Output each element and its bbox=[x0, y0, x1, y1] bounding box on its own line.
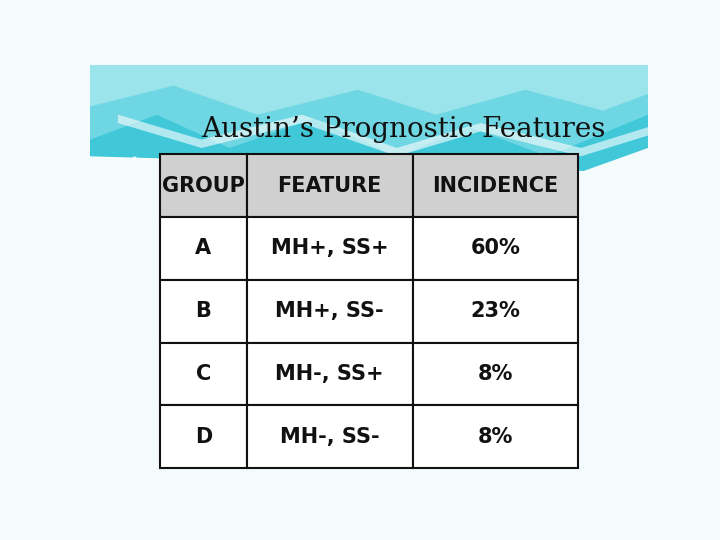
Text: MH+, SS-: MH+, SS- bbox=[276, 301, 384, 321]
Text: D: D bbox=[194, 427, 212, 447]
Text: 23%: 23% bbox=[470, 301, 521, 321]
Bar bbox=[247, 342, 413, 406]
Bar bbox=[413, 217, 578, 280]
Bar bbox=[160, 154, 247, 217]
Text: 8%: 8% bbox=[478, 364, 513, 384]
Bar bbox=[247, 154, 413, 217]
Text: MH-, SS-: MH-, SS- bbox=[280, 427, 379, 447]
Bar bbox=[413, 154, 578, 217]
Polygon shape bbox=[90, 156, 648, 481]
Polygon shape bbox=[90, 65, 648, 114]
Polygon shape bbox=[90, 65, 648, 156]
Text: B: B bbox=[195, 301, 211, 321]
Bar bbox=[160, 342, 247, 406]
Text: FEATURE: FEATURE bbox=[278, 176, 382, 195]
Text: C: C bbox=[196, 364, 211, 384]
Bar bbox=[247, 217, 413, 280]
Text: 8%: 8% bbox=[478, 427, 513, 447]
Polygon shape bbox=[118, 114, 648, 156]
Bar bbox=[413, 406, 578, 468]
Text: A: A bbox=[195, 238, 212, 258]
Text: Austin’s Prognostic Features: Austin’s Prognostic Features bbox=[202, 116, 606, 143]
Bar bbox=[413, 280, 578, 342]
Bar bbox=[160, 217, 247, 280]
Bar bbox=[160, 280, 247, 342]
Text: INCIDENCE: INCIDENCE bbox=[432, 176, 559, 195]
Polygon shape bbox=[90, 65, 648, 210]
Text: GROUP: GROUP bbox=[162, 176, 245, 195]
Text: MH+, SS+: MH+, SS+ bbox=[271, 238, 389, 258]
Text: 60%: 60% bbox=[470, 238, 521, 258]
Bar bbox=[160, 406, 247, 468]
Bar bbox=[247, 406, 413, 468]
Text: MH-, SS+: MH-, SS+ bbox=[276, 364, 384, 384]
Bar bbox=[413, 342, 578, 406]
Bar bbox=[247, 280, 413, 342]
